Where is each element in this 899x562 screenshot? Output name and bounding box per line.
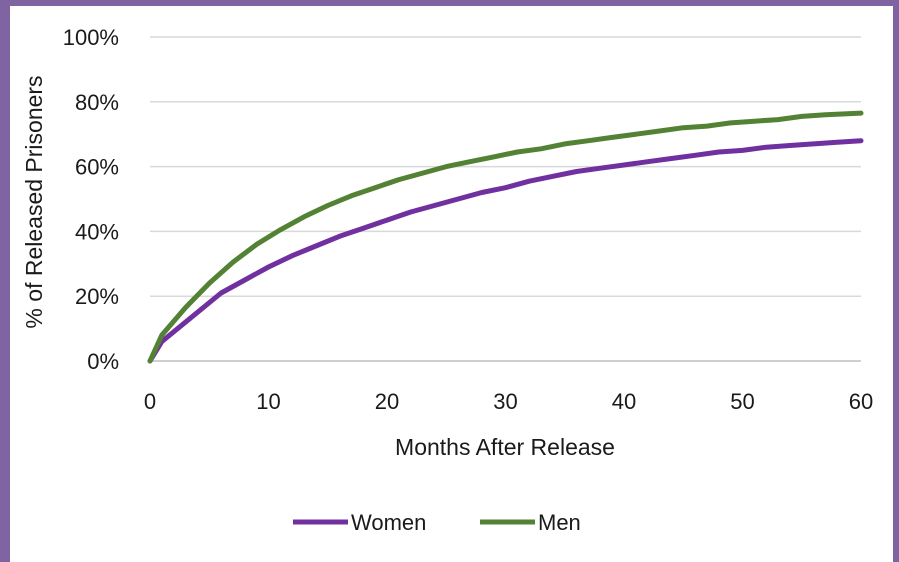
x-tick-label: 20: [375, 389, 399, 414]
gridlines: [150, 36, 861, 297]
y-tick-label: 40%: [75, 219, 119, 244]
y-axis-title: % of Released Prisoners: [21, 75, 47, 328]
y-tick-label: 60%: [75, 155, 119, 180]
series-lines: [147, 110, 864, 364]
x-tick-label: 60: [849, 389, 873, 414]
y-tick-label: 0%: [87, 349, 119, 374]
series-line-men: [147, 110, 864, 364]
x-axis-title: Months After Release: [395, 434, 615, 460]
y-tick-label: 20%: [75, 284, 119, 309]
x-tick-label: 40: [612, 389, 636, 414]
x-tick-label: 30: [493, 389, 517, 414]
legend-label-women: Women: [351, 510, 426, 535]
x-tick-label: 10: [256, 389, 280, 414]
legend-label-men: Men: [538, 510, 581, 535]
x-tick-label: 50: [730, 389, 754, 414]
line-chart: 0% 20% 40% 60% 80% 100% 0 10 20 30 40 50 60 Months …: [21, 25, 873, 535]
chart-frame: 0% 20% 40% 60% 80% 100% 0 10 20 30 40 50 60 Months …: [10, 6, 893, 562]
x-tick-label: 0: [144, 389, 156, 414]
y-tick-label: 80%: [75, 90, 119, 115]
x-tick-labels: 0 10 20 30 40 50 60: [144, 389, 873, 414]
legend: Women Men: [293, 510, 581, 535]
series-line-women: [147, 138, 864, 364]
y-tick-labels: 0% 20% 40% 60% 80% 100%: [63, 25, 119, 374]
y-tick-label: 100%: [63, 25, 119, 50]
